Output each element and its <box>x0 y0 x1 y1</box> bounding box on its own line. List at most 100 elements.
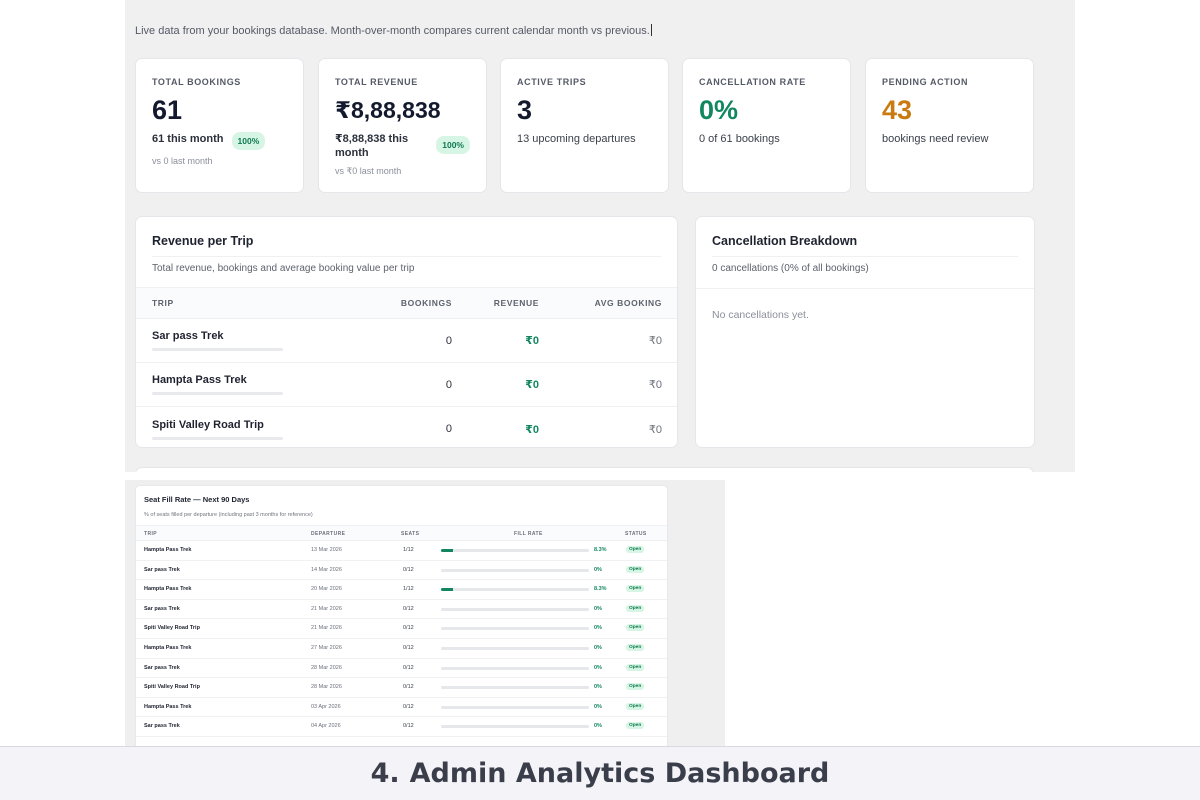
fill-rate-bar <box>441 568 589 572</box>
seats-count: 0/12 <box>403 566 414 573</box>
trip-name: Sar pass Trek <box>144 605 180 612</box>
kpi-label: ACTIVE TRIPS <box>517 77 587 87</box>
kpi-label: CANCELLATION RATE <box>699 77 806 87</box>
kpi-main-text: bookings need review <box>882 133 989 145</box>
fill-rate-value: 0% <box>594 566 602 573</box>
column-header-trip[interactable]: TRIP <box>144 531 157 537</box>
fill-rate-value: 8.3% <box>594 586 607 593</box>
status-badge: Open <box>626 722 645 730</box>
kpi-main-text: 0 of 61 bookings <box>699 133 780 145</box>
kpi-value: 43 <box>882 95 913 125</box>
seats-count: 0/12 <box>403 703 414 710</box>
kpi-sub: vs ₹0 last month <box>335 166 402 176</box>
kpi-card-total-revenue: TOTAL REVENUE ₹8,88,838 ₹8,88,838 this m… <box>318 58 487 193</box>
caption-text: Admin Analytics Dashboard <box>409 758 830 789</box>
caption-number: 4. <box>370 758 400 789</box>
kpi-value: 61 <box>152 95 183 125</box>
fill-rate-value: 0% <box>594 723 602 730</box>
divider <box>696 288 1034 289</box>
table-row[interactable]: Hampta Pass Trek 27 Mar 2026 0/12 0% Open <box>136 639 667 659</box>
panel-description: 0 cancellations (0% of all bookings) <box>712 263 869 274</box>
table-row[interactable]: Hampta Pass Trek 0 ₹0 ₹0 <box>136 363 677 407</box>
fill-rate-value: 0% <box>594 684 602 691</box>
departure-date: 27 Mar 2026 <box>311 644 342 651</box>
column-header-departure[interactable]: DEPARTURE <box>311 531 346 537</box>
departure-date: 20 Mar 2026 <box>311 586 342 593</box>
table-row[interactable]: Sar pass Trek 14 Mar 2026 0/12 0% Open <box>136 561 667 581</box>
table-row[interactable]: Hampta Pass Trek 03 Apr 2026 0/12 0% Open <box>136 698 667 718</box>
kpi-label: TOTAL REVENUE <box>335 77 418 87</box>
table-row[interactable]: Spiti Valley Road Trip 28 Mar 2026 0/12 0% O… <box>136 678 667 698</box>
fill-rate-bar <box>441 686 589 690</box>
trip-cell: Hampta Pass Trek <box>136 374 352 395</box>
page-subtitle: Live data from your bookings database. M… <box>135 24 652 37</box>
fill-rate-bar <box>441 607 589 611</box>
kpi-card-cancellation-rate: CANCELLATION RATE 0% 0 of 61 bookings <box>682 58 851 193</box>
bookings-cell: 0 <box>445 378 452 391</box>
empty-state: No cancellations yet. <box>712 309 809 321</box>
avg-booking-cell: ₹0 <box>648 335 662 347</box>
divider <box>712 256 1018 257</box>
dashboard-screenshot-bottom: Seat Fill Rate — Next 90 Days % of seats… <box>125 480 725 746</box>
column-header-status[interactable]: STATUS <box>625 531 647 537</box>
column-header-trip[interactable]: TRIP <box>152 298 174 308</box>
growth-badge: 100% <box>436 136 470 154</box>
status-badge: Open <box>626 604 645 612</box>
panel-title: Revenue per Trip <box>152 234 254 248</box>
kpi-card-pending-action: PENDING ACTION 43 bookings need review <box>865 58 1034 193</box>
column-header-seats[interactable]: SEATS <box>401 531 420 537</box>
growth-badge: 100% <box>231 132 266 150</box>
departure-date: 28 Mar 2026 <box>311 684 342 691</box>
trip-revenue-bar <box>152 436 283 440</box>
seats-count: 0/12 <box>403 644 414 651</box>
fill-rate-value: 0% <box>594 605 602 612</box>
table-row[interactable]: Spiti Valley Road Trip 21 Mar 2026 0/12 0% O… <box>136 619 667 639</box>
fill-rate-bar <box>441 588 589 592</box>
table-row[interactable]: Sar pass Trek 04 Apr 2026 0/12 0% Open <box>136 717 667 737</box>
fill-rate-bar-fill <box>441 549 454 552</box>
panel-description: Total revenue, bookings and average book… <box>152 263 415 274</box>
departure-date: 14 Mar 2026 <box>311 566 342 573</box>
cancellation-breakdown-panel: Cancellation Breakdown 0 cancellations (… <box>695 216 1035 448</box>
table-row[interactable]: Hampta Pass Trek 13 Mar 2026 1/12 8.3% Open <box>136 541 667 561</box>
fill-rate-bar <box>441 549 589 552</box>
fill-rate-bar <box>441 705 589 709</box>
column-header-avg-booking[interactable]: AVG BOOKING <box>594 298 662 308</box>
revenue-cell: ₹0 <box>525 379 539 391</box>
kpi-main-text: 13 upcoming departures <box>517 133 636 145</box>
fill-rate-bar <box>441 666 589 670</box>
table-row[interactable]: Spiti Valley Road Trip 0 ₹0 ₹0 <box>136 407 677 447</box>
revenue-per-trip-panel: Revenue per Trip Total revenue, bookings… <box>135 216 678 448</box>
departure-date: 21 Mar 2026 <box>311 625 342 632</box>
seats-count: 1/12 <box>403 547 414 553</box>
table-header: TRIP DEPARTURE SEATS FILL RATE STATUS <box>136 525 667 541</box>
table-row[interactable]: Sar pass Trek 0 ₹0 ₹0 <box>136 319 677 363</box>
trip-name: Sar pass Trek <box>152 330 224 342</box>
table-body: Hampta Pass Trek 13 Mar 2026 1/12 8.3% Open S… <box>136 541 667 737</box>
avg-booking-cell: ₹0 <box>648 423 662 436</box>
fill-rate-value: 0% <box>594 664 602 671</box>
table-row[interactable]: Hampta Pass Trek 20 Mar 2026 1/12 8.3% Open <box>136 580 667 600</box>
slide-caption: 4. Admin Analytics Dashboard <box>371 758 830 789</box>
column-header-fill-rate[interactable]: FILL RATE <box>514 531 543 537</box>
seats-count: 0/12 <box>403 625 414 632</box>
fill-rate-bar <box>441 646 589 650</box>
fill-rate-value: 0% <box>594 703 602 710</box>
dashboard-screenshot-top: Live data from your bookings database. M… <box>125 0 1075 472</box>
status-badge: Open <box>626 683 645 691</box>
bookings-cell: 0 <box>445 334 452 347</box>
revenue-cell: ₹0 <box>525 335 539 347</box>
departure-date: 03 Apr 2026 <box>311 703 341 710</box>
column-header-bookings[interactable]: BOOKINGS <box>400 298 452 308</box>
status-badge: Open <box>626 546 645 553</box>
trip-revenue-bar <box>152 392 283 395</box>
panel-description: % of seats filled per departure (includi… <box>144 512 313 518</box>
kpi-card-active-trips: ACTIVE TRIPS 3 13 upcoming departures <box>500 58 669 193</box>
kpi-comparison: ₹8,88,838 this month 100% <box>335 132 470 160</box>
seats-count: 0/12 <box>403 605 414 612</box>
trip-name: Hampta Pass Trek <box>144 547 192 553</box>
table-row[interactable]: Sar pass Trek 21 Mar 2026 0/12 0% Open <box>136 600 667 620</box>
table-row[interactable]: Sar pass Trek 28 Mar 2026 0/12 0% Open <box>136 659 667 679</box>
column-header-revenue[interactable]: REVENUE <box>493 298 539 308</box>
trip-name: Hampta Pass Trek <box>152 374 247 386</box>
